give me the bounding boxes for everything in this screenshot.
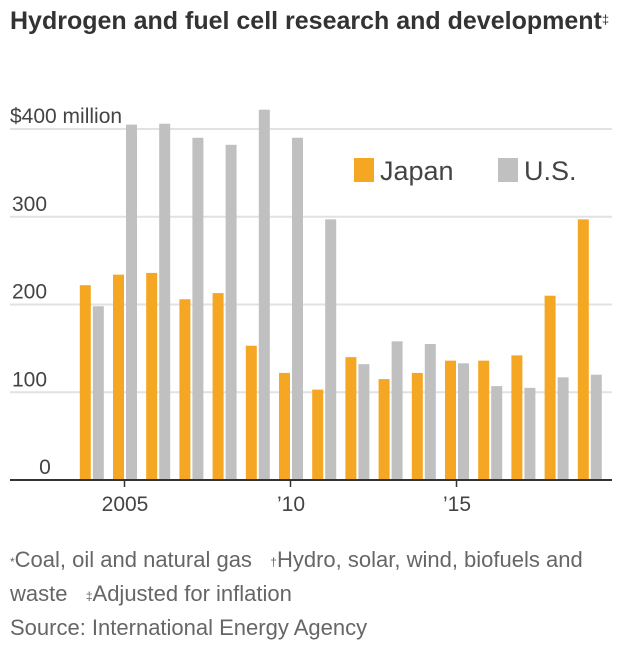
legend-swatch-japan	[354, 158, 374, 182]
source-note: Source: International Energy Agency	[10, 615, 368, 640]
bar-japan-2009	[245, 345, 257, 480]
title-footnote-mark: ‡	[601, 12, 610, 27]
bar-us-2005	[126, 124, 137, 481]
footnote-3: ‡Adjusted for inflation	[86, 581, 292, 606]
x-tick-label: ’10	[277, 493, 305, 516]
bar-japan-2013	[378, 379, 390, 480]
y-tick-label: 100	[12, 368, 47, 391]
chart-title: Hydrogen and fuel cell research and deve…	[10, 2, 610, 41]
bar-us-2010	[292, 137, 303, 480]
bar-japan-2008	[212, 293, 224, 480]
bar-us-2006	[159, 123, 171, 481]
bar-japan-2015	[445, 360, 456, 480]
footnotes: *Coal, oil and natural gas †Hydro, solar…	[10, 543, 620, 645]
bar-us-2017	[524, 387, 536, 480]
bar-japan-2014	[411, 372, 423, 480]
bar-japan-2004	[79, 285, 91, 480]
bar-japan-2012	[345, 357, 357, 480]
bar-japan-2019	[577, 219, 589, 480]
bar-us-2004	[92, 306, 104, 480]
footnote-2: †Hydro, solar, wind, biofuels and waste	[10, 547, 583, 606]
legend-label: U.S.	[524, 156, 577, 186]
bar-us-2009	[258, 109, 270, 480]
legend-label: Japan	[380, 156, 454, 186]
footnote-mark: †	[270, 555, 277, 569]
footnote-text: Coal, oil and natural gas	[14, 547, 252, 572]
footnote-mark: ‡	[85, 589, 93, 603]
x-tick-label: 2005	[102, 493, 149, 516]
bar-japan-2016	[478, 360, 490, 480]
bar-us-2019	[590, 374, 602, 480]
bar-us-2014	[424, 343, 436, 480]
y-tick-label: 300	[12, 193, 47, 216]
bar-us-2013	[391, 341, 403, 480]
bar-chart: 0 100 200 300 $400 million 2005 ’10 ’15 Japan U.S…	[10, 105, 612, 516]
y-tick-label: $400 million	[10, 105, 122, 128]
bar-japan-2005	[113, 274, 124, 480]
x-tick-label: ’15	[443, 493, 471, 516]
bar-us-2011	[325, 219, 337, 480]
bar-japan-2017	[511, 355, 523, 480]
y-tick-label: 200	[12, 281, 47, 304]
bar-japan-2007	[179, 299, 191, 480]
bar-us-2015	[458, 363, 469, 480]
bar-us-2012	[358, 364, 370, 480]
bar-us-2008	[225, 144, 237, 481]
title-text: Hydrogen and fuel cell research and deve…	[10, 7, 602, 35]
bar-us-2018	[557, 377, 569, 480]
bar-japan-2006	[146, 272, 158, 480]
footnote-text: Hydro, solar, wind, biofuels and waste	[10, 547, 583, 606]
footnote-1: *Coal, oil and natural gas	[10, 547, 252, 572]
footnote-mark: *	[10, 555, 15, 569]
footnote-text: Adjusted for inflation	[92, 581, 292, 606]
legend-swatch-us	[498, 158, 518, 182]
bar-japan-2011	[312, 389, 324, 480]
bar-japan-2010	[279, 372, 290, 480]
bar-us-2016	[491, 386, 503, 480]
y-tick-label: 0	[39, 456, 51, 479]
bar-japan-2018	[544, 295, 556, 480]
bar-us-2007	[192, 137, 204, 480]
